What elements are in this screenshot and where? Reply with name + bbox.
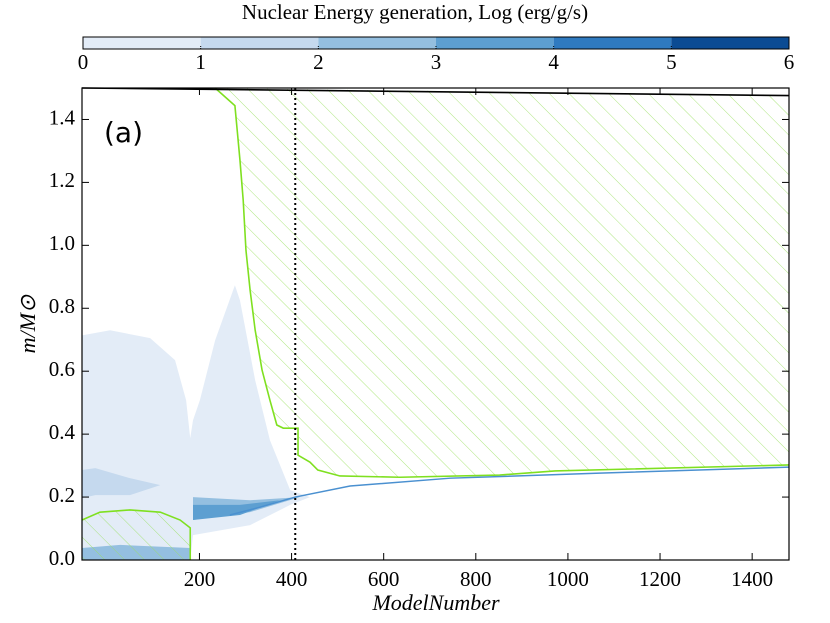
y-axis-label: m/M⊙ (15, 294, 40, 353)
colorbar-segment (671, 37, 789, 49)
x-tick-label: 600 (368, 567, 400, 591)
y-tick-label: 0.0 (49, 546, 75, 570)
convective-boundary (82, 509, 192, 560)
y-tick-label: 1.2 (49, 168, 75, 192)
x-tick-label: 800 (460, 567, 492, 591)
x-tick-label: 1400 (731, 567, 773, 591)
y-tick-label: 1.4 (49, 105, 76, 129)
colorbar-segment (436, 37, 554, 49)
colorbar-tick-label: 0 (78, 50, 89, 74)
y-tick-label: 0.2 (49, 483, 75, 507)
colorbar-label: Nuclear Energy generation, Log (erg/g/s) (242, 0, 588, 24)
y-tick-label: 0.8 (49, 294, 75, 318)
colorbar-segment (83, 37, 201, 49)
x-tick-label: 400 (276, 567, 308, 591)
colorbar-tick-label: 1 (195, 50, 206, 74)
x-tick-label: 1200 (639, 567, 681, 591)
convective-hatch (82, 509, 191, 560)
y-tick-label: 0.6 (49, 357, 75, 381)
plot-frame (81, 87, 790, 561)
y-tick-label: 0.4 (49, 420, 76, 444)
colorbar-tick-label: 6 (784, 50, 795, 74)
colorbar-segment (318, 37, 436, 49)
colorbar-tick-label: 2 (313, 50, 324, 74)
core-boundary (229, 466, 790, 516)
colorbar-segment (553, 37, 672, 49)
y-tick-label: 1.0 (49, 231, 75, 255)
colorbar-tick-label: 5 (666, 50, 677, 74)
x-axis-label: ModelNumber (371, 590, 500, 615)
colorbar-tick-label: 4 (548, 50, 559, 74)
x-tick-label: 1000 (547, 567, 589, 591)
x-tick-label: 200 (184, 567, 216, 591)
panel-label: (a) (104, 116, 143, 149)
convective-boundary (214, 87, 789, 479)
energy-region (193, 500, 281, 521)
convective-hatch (215, 88, 789, 478)
energy-region (82, 468, 161, 499)
colorbar-segment (200, 37, 319, 49)
colorbar-tick-label: 3 (431, 50, 442, 74)
